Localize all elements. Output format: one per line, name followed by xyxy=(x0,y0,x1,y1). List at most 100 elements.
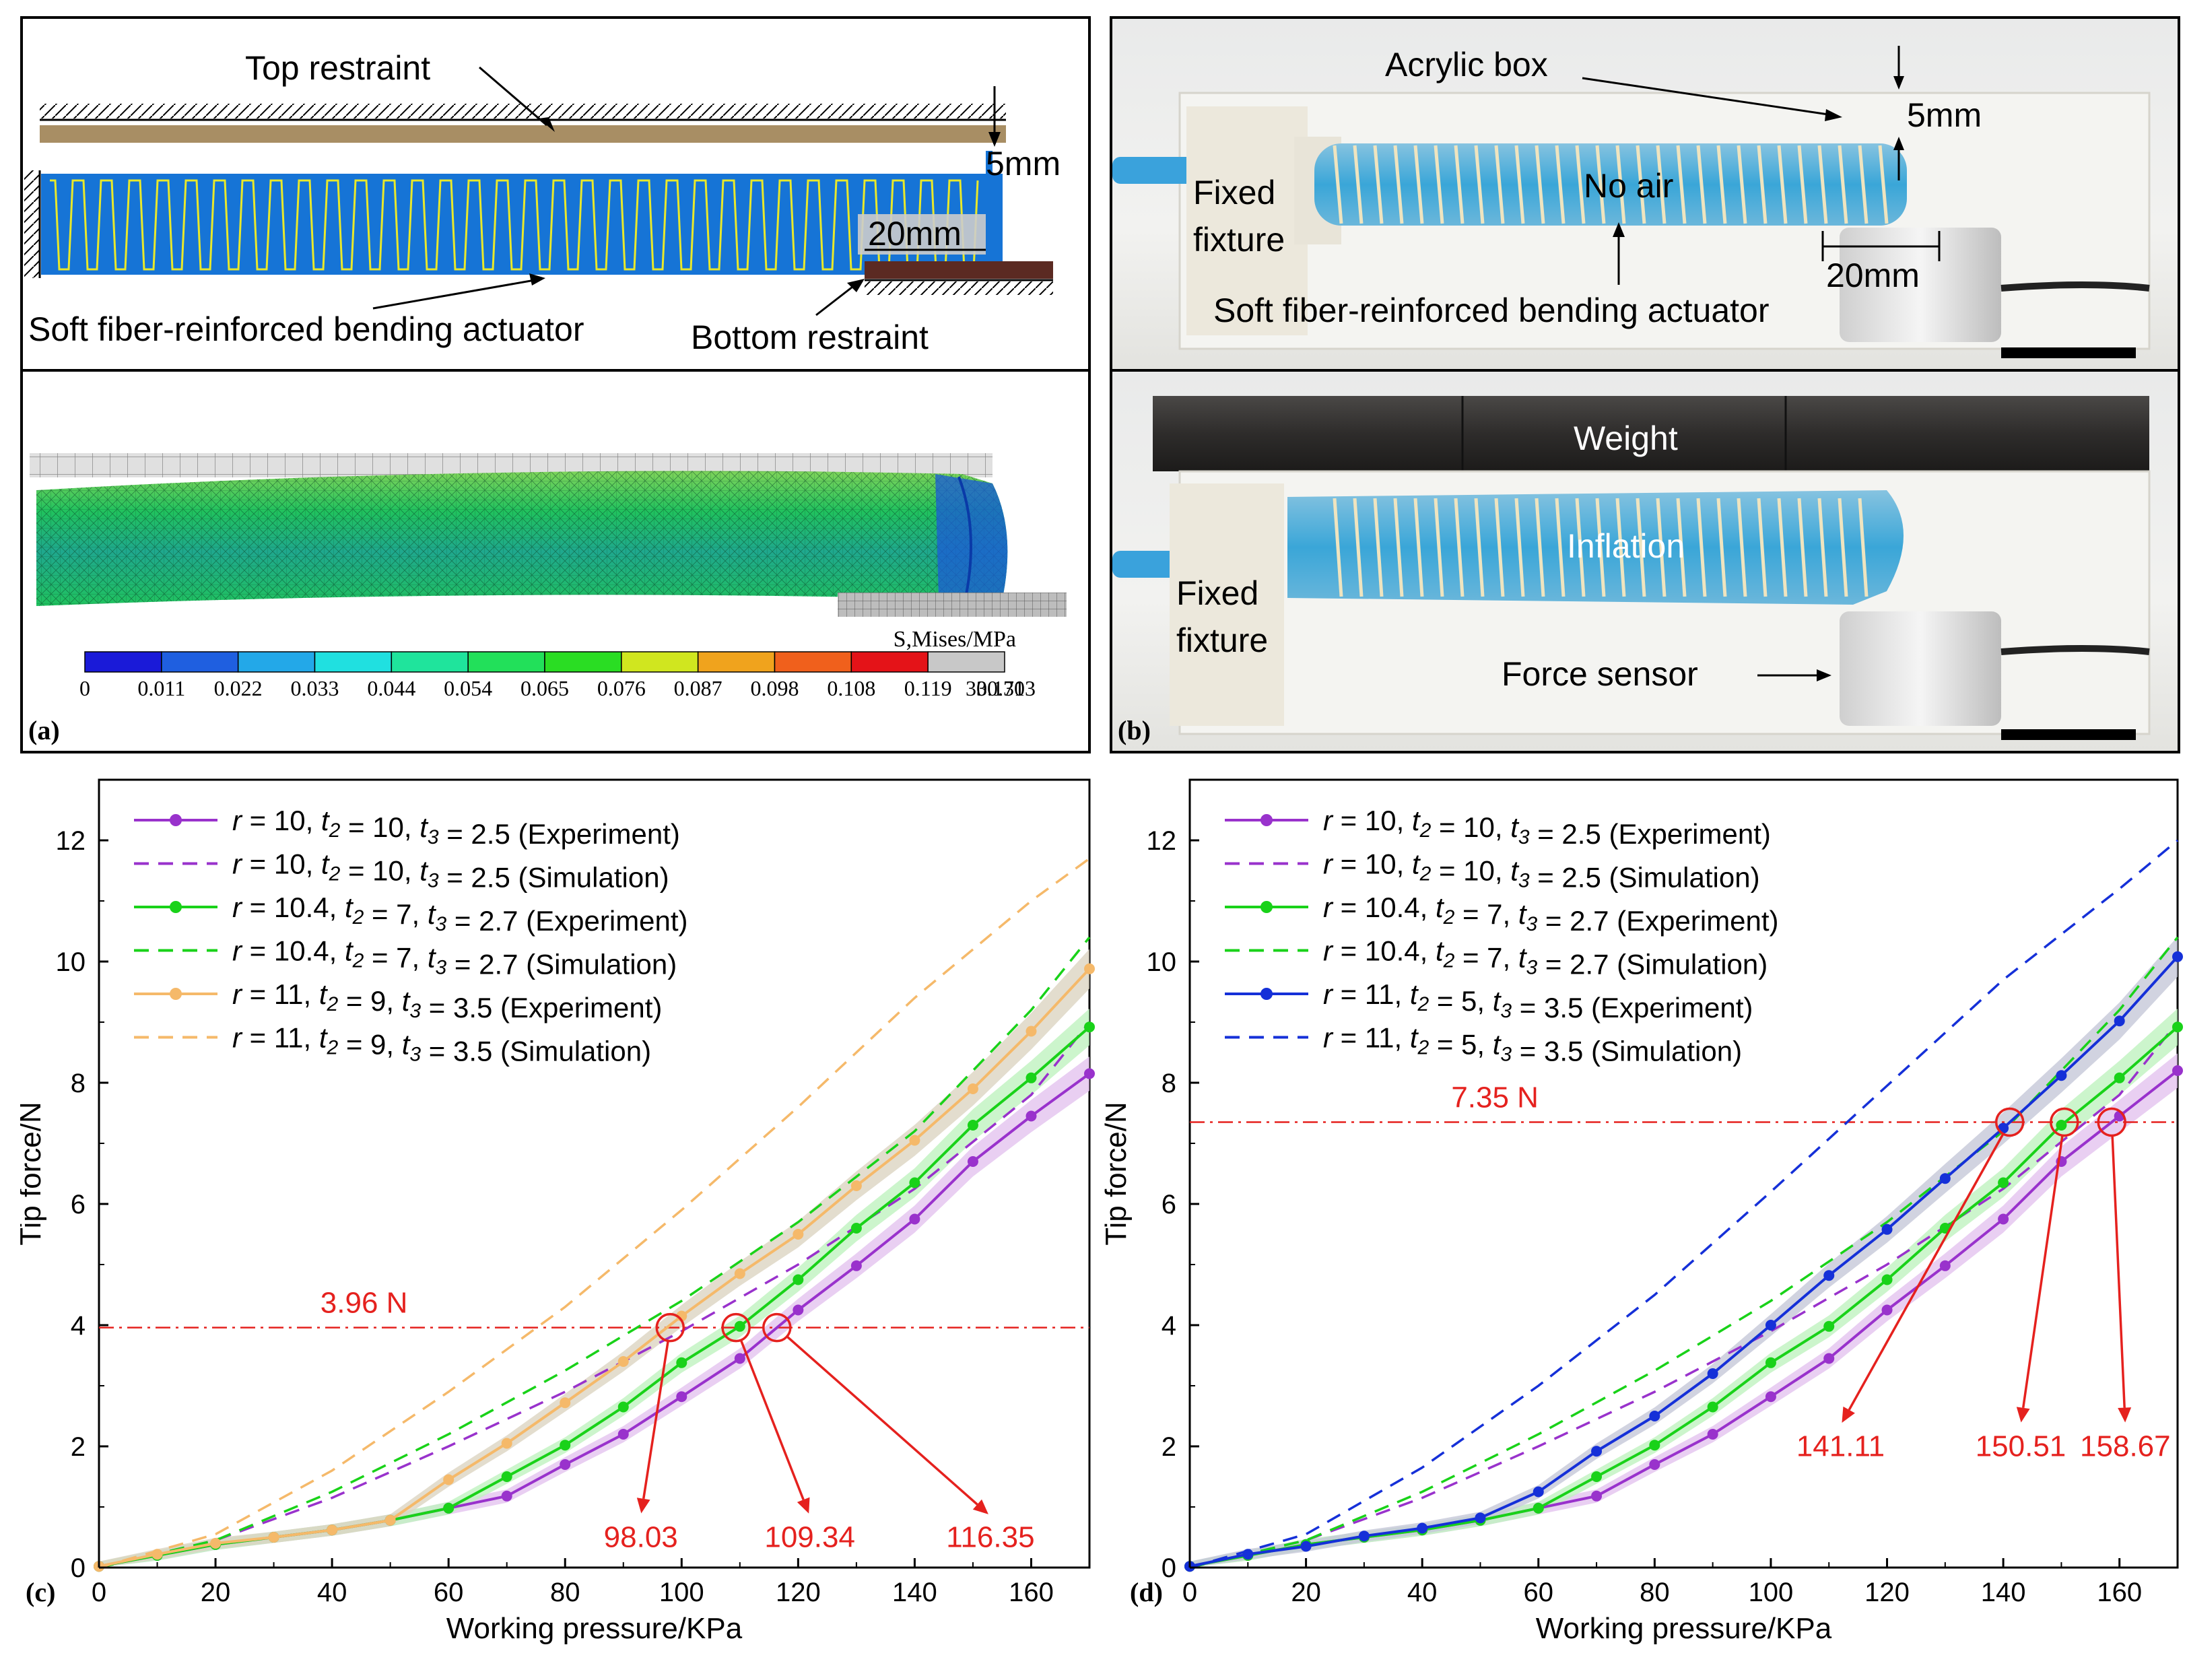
fea-tip-edge xyxy=(957,476,972,599)
gap-top-arrowhead-down xyxy=(1893,76,1904,90)
fiber-wrap xyxy=(1656,145,1667,224)
y-tick-label: 2 xyxy=(1162,1432,1176,1462)
intersection-marker xyxy=(2097,1107,2126,1137)
fiber-wrap xyxy=(1474,145,1485,224)
fiber-wrap xyxy=(1575,145,1586,224)
x-tick-label: 20 xyxy=(1291,1578,1321,1607)
fiber-wrap xyxy=(1696,498,1707,597)
actuator-leader xyxy=(372,279,535,310)
data-point xyxy=(1084,1068,1095,1079)
data-point xyxy=(793,1274,804,1285)
data-point xyxy=(1707,1368,1718,1379)
colorbar-swatch xyxy=(544,651,622,673)
fiber-wrap xyxy=(1434,498,1444,597)
data-point xyxy=(617,1356,629,1367)
data-point xyxy=(2056,1070,2067,1081)
fiber-wrap xyxy=(1838,498,1848,597)
intersection-marker xyxy=(1994,1107,2025,1137)
legend: r = 10, t2 = 10, t3 = 2.5 (Experiment)r … xyxy=(134,805,688,1067)
fixed-fixture-top xyxy=(1186,106,1308,335)
legend-entry: r = 10, t2 = 10, t3 = 2.5 (Simulation) xyxy=(232,848,669,894)
top-restraint-leader xyxy=(479,66,547,127)
actuator-label: Soft fiber-reinforced bending actuator xyxy=(28,310,584,348)
annotation-arrow xyxy=(2021,1135,2064,1409)
fiber-wrap xyxy=(1373,145,1384,224)
fiber-wrap xyxy=(1817,145,1828,224)
colorbar-swatch xyxy=(237,651,316,673)
y-tick-label: 10 xyxy=(56,947,86,977)
top-restraint-label: Top restraint xyxy=(245,49,430,87)
top-hatch xyxy=(40,104,1006,119)
data-point xyxy=(560,1459,571,1470)
annotation-arrow xyxy=(1848,1133,2005,1411)
tip-gap-marker xyxy=(986,151,992,272)
intersection-marker xyxy=(655,1312,685,1343)
data-point xyxy=(1649,1440,1660,1451)
series-line xyxy=(98,936,1091,1569)
fiber-coil-path xyxy=(50,179,979,271)
x-axis-label: Working pressure/KPa xyxy=(1536,1612,1832,1645)
left-wall-hatch xyxy=(24,170,39,278)
data-point xyxy=(1649,1411,1660,1421)
colorbar-swatch xyxy=(467,651,545,673)
x-tick-label: 100 xyxy=(1749,1578,1794,1607)
data-point xyxy=(1823,1270,1835,1281)
overlap-label: 20mm xyxy=(868,215,962,253)
fiber-wrap xyxy=(1858,145,1869,224)
annotation-arrowhead xyxy=(636,1498,650,1514)
panel-a-drawing: Top restraint 20mm 5mm Soft fiber-reinfo… xyxy=(23,49,1088,745)
fiber-wrap xyxy=(1333,145,1343,224)
weight-block xyxy=(1153,396,2149,471)
series-line xyxy=(1189,936,2179,1569)
legend-marker xyxy=(1260,901,1273,913)
data-point xyxy=(1025,1026,1037,1037)
fiber-wrap xyxy=(1858,498,1869,597)
fiber-wrap xyxy=(1757,145,1768,224)
chart-d: 7.35 N 141.11 150.51 158.67 0 20 40 60 80 100 120 1… xyxy=(1102,771,2186,1677)
colorbar-tick-label: 0.065 xyxy=(520,676,569,700)
fiber-wrap xyxy=(1838,145,1848,224)
data-point xyxy=(560,1440,571,1451)
fiber-wrap xyxy=(1353,145,1364,224)
fiber-wrap xyxy=(1636,145,1646,224)
colorbar-tick-label: 0.044 xyxy=(367,676,415,700)
data-point xyxy=(1358,1531,1370,1542)
data-point xyxy=(1707,1429,1718,1440)
bottom-hatch xyxy=(865,281,1053,295)
actuator-b-arrowhead xyxy=(1613,222,1625,237)
fiber-wrap xyxy=(1676,145,1687,224)
x-tick-label: 120 xyxy=(1864,1578,1910,1607)
data-point xyxy=(967,1083,978,1094)
annotation-arrowhead xyxy=(972,1499,988,1514)
data-point xyxy=(1765,1357,1776,1368)
legend-marker xyxy=(170,814,182,826)
fiber-wrap xyxy=(1878,145,1889,224)
fixed-fixture-bottom-line2: fixture xyxy=(1176,621,1268,659)
legend-entry: r = 11, t2 = 5, t3 = 3.5 (Experiment) xyxy=(1323,978,1753,1023)
intersection-marker xyxy=(762,1312,792,1343)
data-point xyxy=(501,1490,512,1502)
colorbar-tick-label: 0 xyxy=(79,676,90,700)
gap-label-b: 5mm xyxy=(1907,96,1982,134)
fiber-wrap xyxy=(1413,498,1424,597)
data-point xyxy=(1881,1274,1893,1285)
data-point xyxy=(1998,1213,2009,1225)
bottom-restraint-bar xyxy=(865,261,1053,279)
data-point xyxy=(1765,1320,1776,1331)
intersection-marker xyxy=(2050,1107,2079,1137)
y-tick-label: 8 xyxy=(71,1069,86,1098)
fiber-wrap xyxy=(1757,498,1768,597)
colorbar-title: S,Mises/MPa xyxy=(894,627,1016,652)
data-point xyxy=(1939,1173,1951,1184)
panel-b: Acrylic box 5mm Fixed fixture No air 20m… xyxy=(1110,16,2180,753)
data-point xyxy=(2172,1021,2183,1033)
data-point xyxy=(268,1532,279,1543)
fea-bottom-plate-mesh xyxy=(838,593,1067,617)
colorbar-ticks: 0 0.011 0.022 0.033 0.044 0.054 0.065 0.076 0.08… xyxy=(79,676,1036,700)
force-sensor-bottom xyxy=(1840,611,2001,726)
legend-entry: r = 10, t2 = 10, t3 = 2.5 (Experiment) xyxy=(232,805,680,850)
colorbar-swatch xyxy=(774,651,852,673)
acrylic-arrowhead xyxy=(1825,109,1842,121)
data-point xyxy=(850,1223,862,1234)
x-tick-label: 20 xyxy=(201,1578,231,1607)
